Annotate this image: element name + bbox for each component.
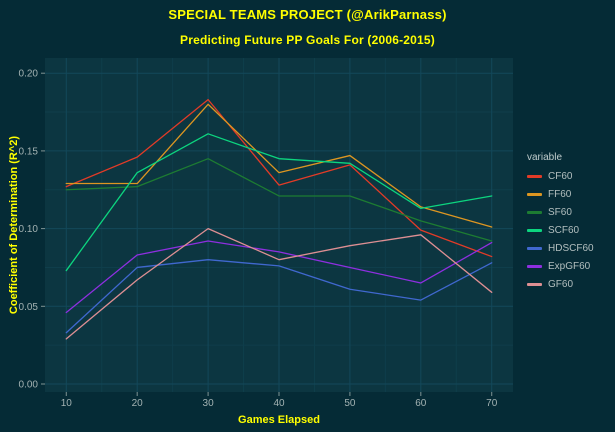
legend-item: FF60 xyxy=(527,189,594,200)
legend-item: SCF60 xyxy=(527,225,594,236)
legend-swatch xyxy=(527,211,542,214)
x-axis-title: Games Elapsed xyxy=(238,414,320,426)
legend-item: GF60 xyxy=(527,279,594,290)
legend: variable CF60 FF60 SF60 SCF60 HDSCF60 ExpGF60… xyxy=(527,152,594,298)
series-line-SCF60 xyxy=(65,133,493,272)
series-line-GF60 xyxy=(65,227,493,340)
legend-swatch xyxy=(527,229,542,232)
x-tick-label: 50 xyxy=(344,398,356,409)
chart-title: SPECIAL TEAMS PROJECT (@ArikParnass) xyxy=(168,7,447,22)
y-tick-label: 0.20 xyxy=(19,69,39,80)
x-tick-label: 40 xyxy=(273,398,285,409)
legend-label: HDSCF60 xyxy=(548,243,594,254)
legend-label: GF60 xyxy=(548,279,574,290)
legend-item: SF60 xyxy=(527,207,594,218)
x-tick-label: 60 xyxy=(415,398,427,409)
series-line-CF60 xyxy=(65,98,493,258)
legend-item: CF60 xyxy=(527,171,594,182)
legend-swatch xyxy=(527,265,542,268)
legend-item: HDSCF60 xyxy=(527,243,594,254)
x-tick-label: 30 xyxy=(203,398,215,409)
y-tick-label: 0.15 xyxy=(19,146,39,157)
legend-title: variable xyxy=(527,152,563,163)
x-tick-label: 70 xyxy=(486,398,498,409)
legend-label: ExpGF60 xyxy=(548,261,591,272)
x-tick-label: 20 xyxy=(132,398,144,409)
series-line-FF60 xyxy=(65,103,493,228)
y-tick-label: 0.00 xyxy=(19,380,39,391)
x-tick-label: 10 xyxy=(61,398,73,409)
series-line-ExpGF60 xyxy=(65,240,493,314)
legend-label: SF60 xyxy=(548,207,572,218)
series-line-SF60 xyxy=(65,158,493,242)
legend-swatch xyxy=(527,193,542,196)
series-line-HDSCF60 xyxy=(65,259,493,334)
legend-swatch xyxy=(527,247,542,250)
y-axis-title-text: Coefficient of Determination (R^2) xyxy=(8,135,20,315)
y-tick-label: 0.10 xyxy=(19,224,39,235)
y-tick-label: 0.05 xyxy=(19,302,39,313)
legend-label: FF60 xyxy=(548,189,572,200)
legend-item: ExpGF60 xyxy=(527,261,594,272)
legend-swatch xyxy=(527,283,542,286)
chart-subtitle: Predicting Future PP Goals For (2006-201… xyxy=(180,33,435,47)
legend-label: CF60 xyxy=(548,171,573,182)
legend-swatch xyxy=(527,175,542,178)
legend-label: SCF60 xyxy=(548,225,580,236)
